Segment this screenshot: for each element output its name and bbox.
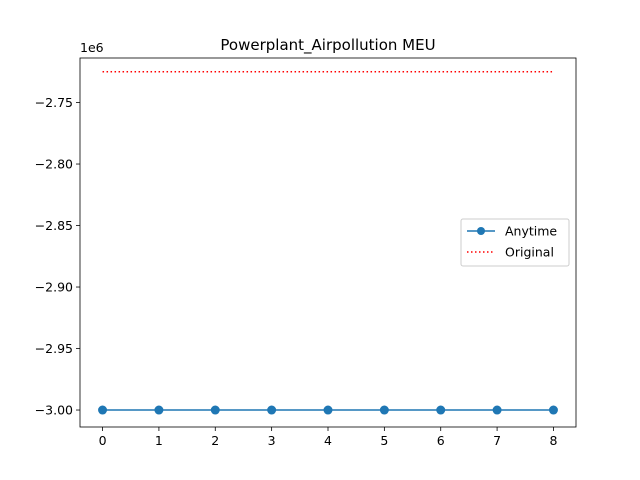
data-point — [379, 405, 389, 415]
x-tick-label: 3 — [268, 433, 276, 448]
legend-marker — [477, 227, 485, 235]
y-tick-label: −3.00 — [35, 403, 73, 418]
x-tick-label: 6 — [437, 433, 445, 448]
y-offset-label: 1e6 — [80, 40, 104, 55]
legend-label-anytime: Anytime — [505, 224, 557, 239]
y-tick-label: −2.95 — [35, 341, 73, 356]
x-tick-label: 8 — [549, 433, 557, 448]
data-point — [98, 405, 108, 415]
data-point — [492, 405, 502, 415]
y-tick-label: −2.85 — [35, 218, 73, 233]
x-tick-label: 4 — [324, 433, 332, 448]
legend: Anytime Original — [460, 218, 570, 267]
data-point — [210, 405, 220, 415]
plot-area — [98, 71, 558, 415]
y-tick-label: −2.75 — [35, 95, 73, 110]
y-tick-label: −2.90 — [35, 280, 73, 295]
x-tick-label: 7 — [493, 433, 501, 448]
data-point — [436, 405, 446, 415]
data-point — [154, 405, 164, 415]
data-point — [267, 405, 277, 415]
data-point — [323, 405, 333, 415]
legend-label-original: Original — [505, 245, 554, 260]
data-point — [548, 405, 558, 415]
x-tick-label: 0 — [99, 433, 107, 448]
x-tick-label: 5 — [380, 433, 388, 448]
chart-title: Powerplant_Airpollution MEU — [220, 36, 435, 55]
x-tick-label: 1 — [155, 433, 163, 448]
x-tick-label: 2 — [211, 433, 219, 448]
y-tick-label: −2.80 — [35, 157, 73, 172]
axes: 0 1 2 3 4 5 6 7 8 −3.00 −2.95 −2.90 −2.85 −2.80 −2.75 — [35, 57, 577, 448]
